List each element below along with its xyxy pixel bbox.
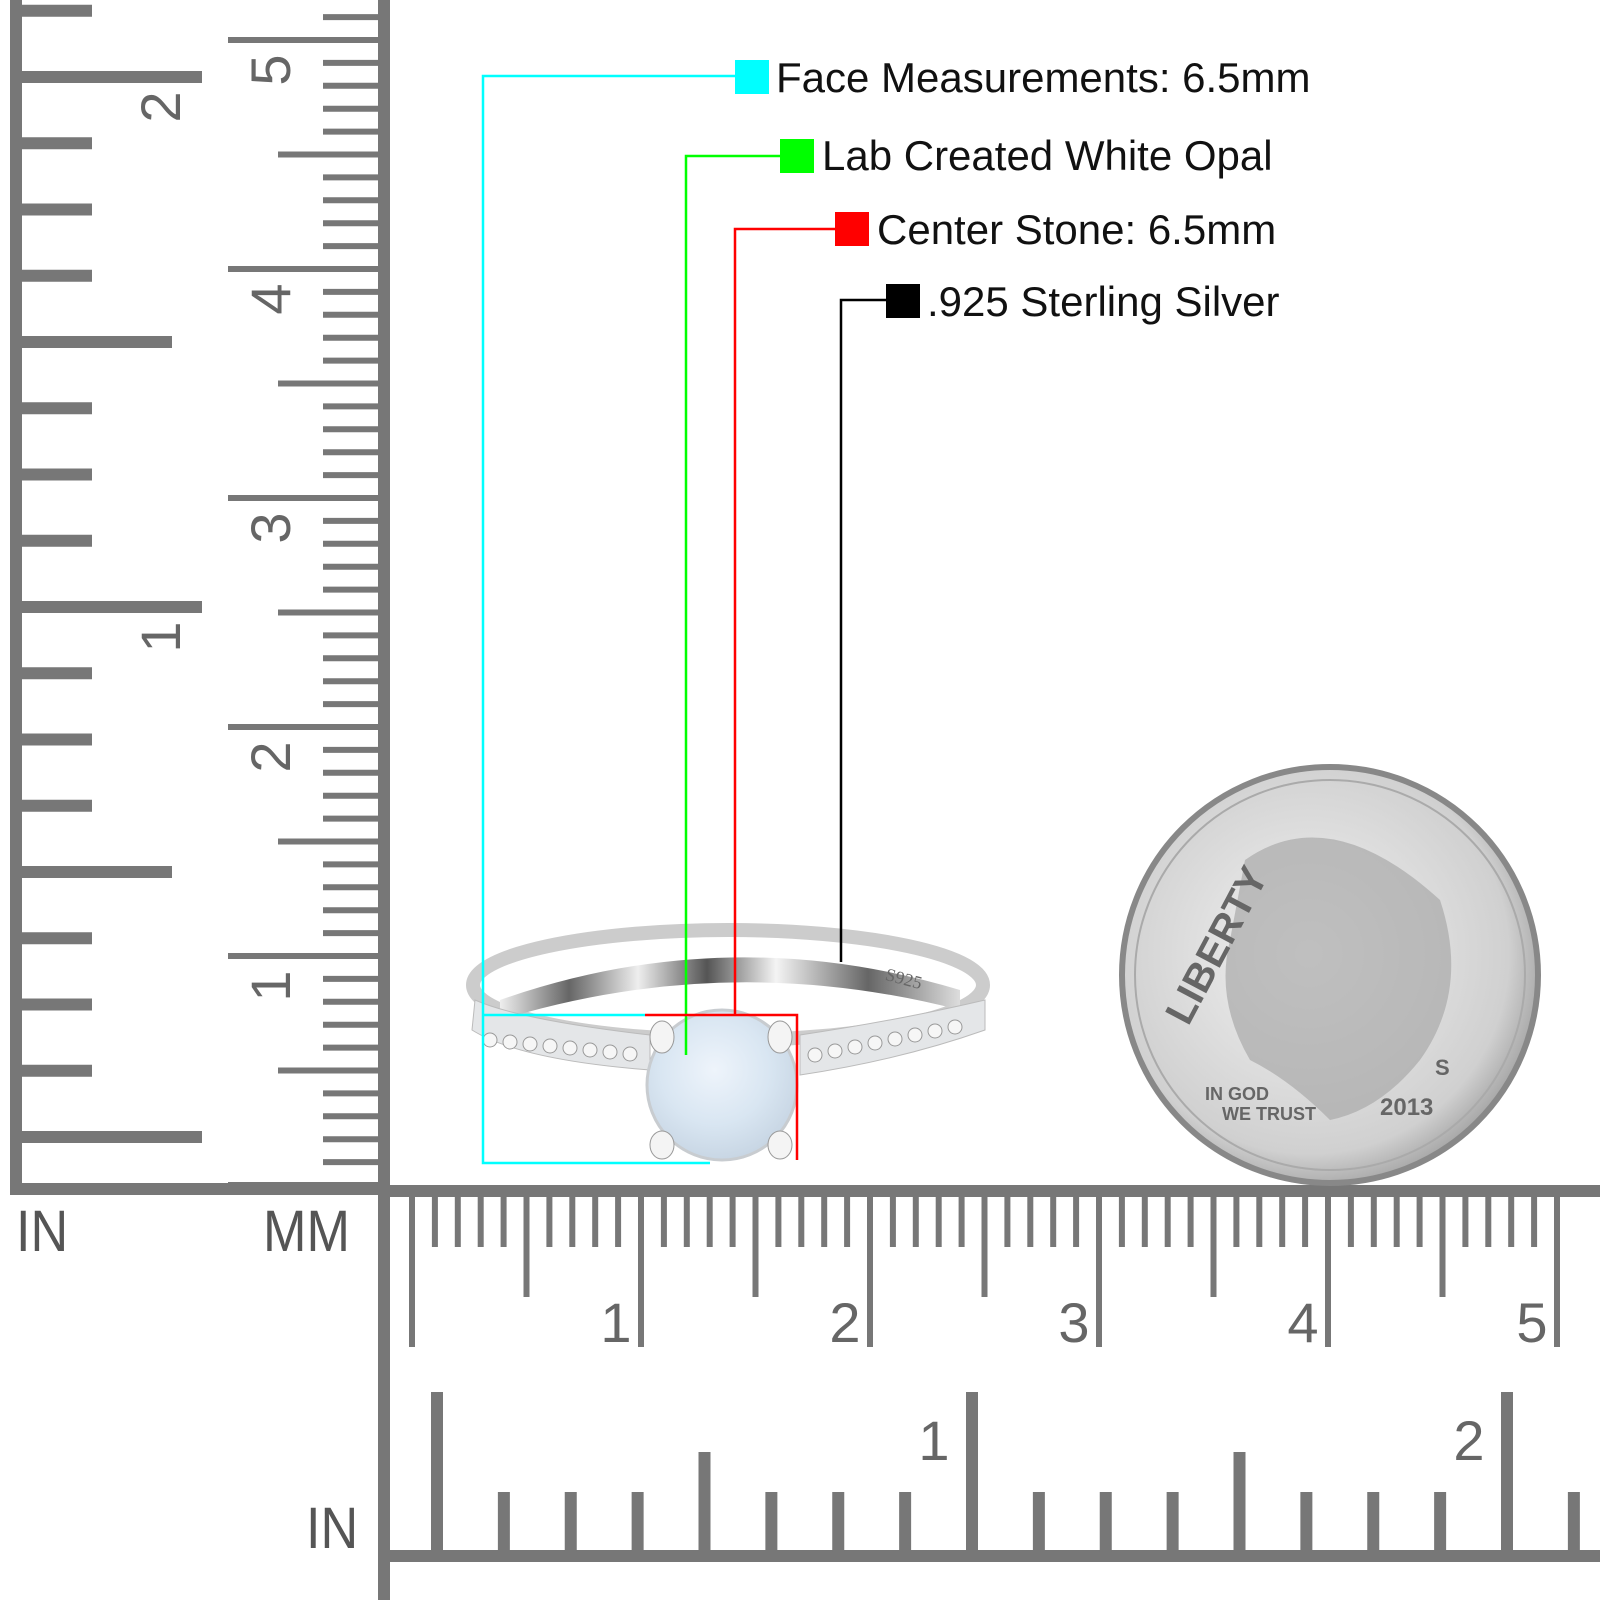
metal-label: .925 Sterling Silver [927, 278, 1280, 325]
pave-stone [622, 1046, 638, 1062]
horizontal-ruler [378, 1185, 1600, 1600]
mm-label: 3 [239, 512, 302, 543]
pave-stone [827, 1043, 843, 1059]
coin-mint-mark: S [1435, 1055, 1450, 1080]
pave-stone [807, 1047, 823, 1063]
pave-stone [847, 1039, 863, 1055]
coin-motto-1: IN GOD [1205, 1084, 1269, 1104]
inch-label: 1 [918, 1409, 949, 1472]
stone-type-swatch [780, 139, 814, 173]
mm-label: 3 [1058, 1291, 1089, 1354]
pave-stone [907, 1027, 923, 1043]
face-measurement-label: Face Measurements: 6.5mm [776, 54, 1311, 101]
pave-stone [887, 1031, 903, 1047]
mm-label: 5 [1516, 1291, 1547, 1354]
mm-label: 5 [239, 54, 302, 85]
mm-label: 4 [1287, 1291, 1318, 1354]
pave-stone [522, 1036, 538, 1052]
coin-year: 2013 [1380, 1094, 1433, 1121]
pave-stone [947, 1019, 963, 1035]
mm-label: 1 [600, 1291, 631, 1354]
pave-stone [927, 1023, 943, 1039]
inch-label: 2 [1453, 1409, 1484, 1472]
mm-label: 1 [239, 970, 302, 1001]
pave-stone [867, 1035, 883, 1051]
stone-type-label: Lab Created White Opal [822, 132, 1273, 179]
dime: LIBERTY IN GOD WE TRUST 2013 S [1119, 764, 1541, 1186]
pave-stone [602, 1044, 618, 1060]
face-measurement-swatch [735, 60, 769, 94]
metal-swatch [886, 284, 920, 318]
callout-lines [481, 74, 886, 1165]
mm-label: 2 [829, 1291, 860, 1354]
pave-stone [582, 1042, 598, 1058]
center-stone-label: Center Stone: 6.5mm [877, 206, 1277, 253]
ring: S925 [466, 923, 990, 1162]
center-stone-swatch [835, 212, 869, 246]
inch-label: 1 [129, 621, 192, 652]
left-unit-mm: MM [263, 1199, 350, 1264]
pave-stone [482, 1032, 498, 1048]
pave-stone [542, 1038, 558, 1054]
pave-stone [562, 1040, 578, 1056]
coin-motto-2: WE TRUST [1222, 1104, 1316, 1124]
mm-label: 2 [239, 741, 302, 772]
pave-stone [502, 1034, 518, 1050]
inch-label: 2 [129, 91, 192, 122]
left-unit-in: IN [16, 1199, 69, 1264]
mm-label: 4 [239, 283, 302, 314]
bottom-unit-in: IN [306, 1496, 359, 1561]
